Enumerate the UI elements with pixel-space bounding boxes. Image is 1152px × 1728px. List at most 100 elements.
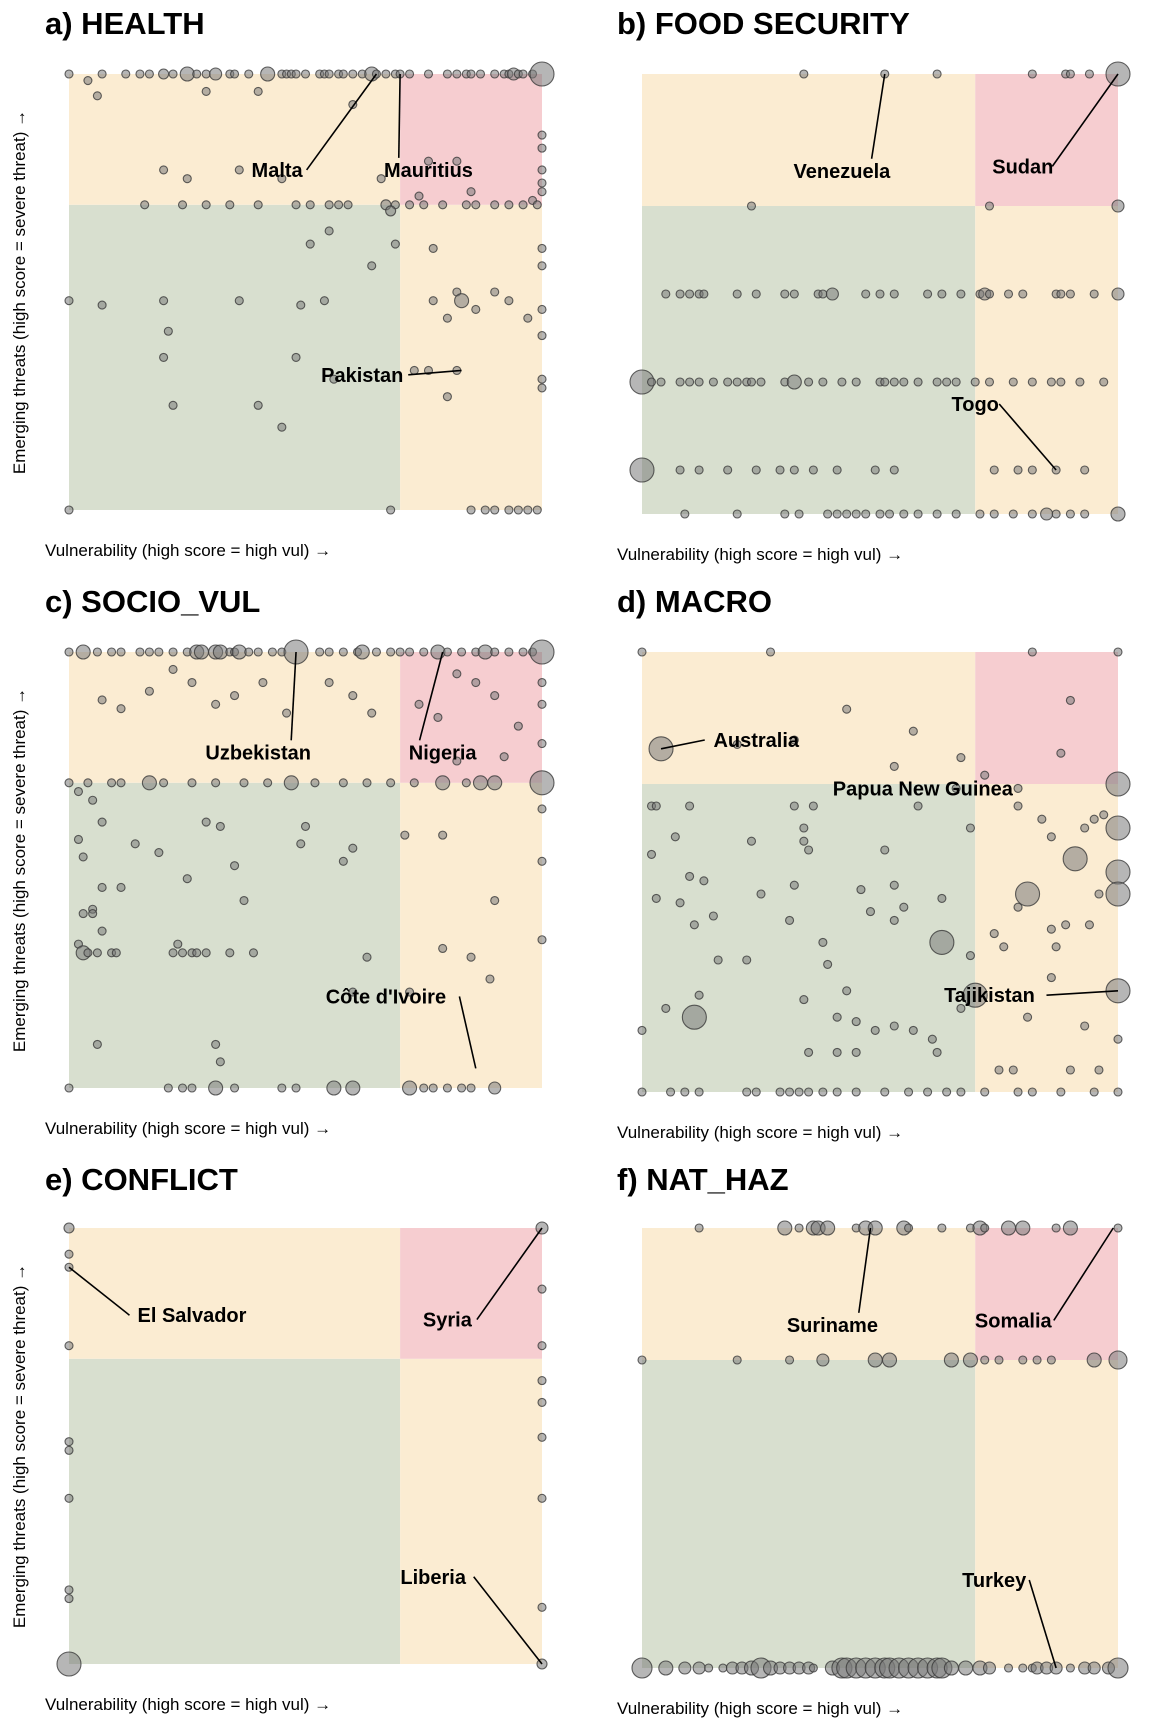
data-point [471, 304, 481, 314]
data-point [187, 1083, 197, 1093]
data-point [694, 1087, 704, 1097]
data-point [980, 1355, 990, 1365]
data-point [1008, 509, 1018, 519]
quadrant-medium-right [400, 204, 542, 511]
data-point [785, 915, 795, 925]
data-point [159, 296, 169, 306]
data-point [1108, 1350, 1128, 1370]
data-point [435, 775, 451, 791]
data-point [518, 200, 528, 210]
data-point [1018, 1663, 1028, 1673]
data-point [751, 289, 761, 299]
data-point [942, 1087, 952, 1097]
panel-title: c) SOCIO_VUL [45, 584, 260, 619]
data-point [804, 1087, 814, 1097]
data-point [1065, 1065, 1075, 1075]
data-point [433, 712, 443, 722]
data-point [73, 786, 84, 797]
data-point [780, 289, 790, 299]
data-point [537, 1376, 547, 1386]
data-point [789, 880, 799, 890]
data-point [675, 898, 685, 908]
data-point [943, 1352, 959, 1368]
data-point [253, 400, 263, 410]
data-point [97, 817, 107, 827]
data-point [97, 882, 107, 892]
data-point [234, 296, 244, 306]
data-point [253, 86, 263, 96]
data-point [225, 948, 235, 958]
annotation-label: Côte d'Ivoire [326, 986, 446, 1008]
data-point [529, 639, 555, 665]
data-point [870, 465, 880, 475]
data-point [201, 69, 211, 79]
quadrant-medium-right [975, 784, 1118, 1092]
data-point [537, 699, 547, 709]
data-point [666, 1087, 676, 1097]
data-point [732, 1355, 742, 1365]
data-point [808, 801, 818, 811]
data-point [1013, 902, 1023, 912]
data-point [786, 374, 802, 390]
data-point [794, 509, 804, 519]
panel-health: a) HEALTH Vulnerability (high score = hig… [10, 6, 555, 560]
data-point [177, 948, 188, 958]
data-point [685, 289, 695, 299]
annotation-leader [473, 1576, 543, 1665]
data-point [529, 61, 555, 87]
annotation-label: Venezuela [794, 161, 892, 183]
data-point [263, 778, 273, 788]
quadrant-low [642, 784, 976, 1092]
data-point [513, 505, 523, 515]
data-point [537, 261, 547, 271]
data-point [756, 889, 766, 899]
x-axis-label: Vulnerability (high score = high vul) → [45, 541, 331, 560]
data-point [1051, 942, 1061, 952]
data-point [1027, 377, 1037, 387]
data-point [751, 465, 761, 475]
data-point [324, 647, 334, 657]
data-point [144, 686, 154, 696]
data-point [780, 509, 790, 519]
data-point [1099, 377, 1109, 387]
data-point [75, 644, 91, 660]
data-point [452, 756, 462, 766]
data-point [376, 174, 386, 184]
data-point [537, 739, 547, 749]
quadrant-high [400, 652, 542, 783]
panel-socio: c) SOCIO_VUL Vulnerability (high score = … [10, 584, 555, 1138]
data-point [1008, 377, 1018, 387]
data-point [324, 677, 334, 688]
data-point [1003, 1663, 1014, 1673]
data-point [248, 948, 259, 958]
data-point [1094, 889, 1104, 899]
data-point [386, 505, 396, 515]
data-point [537, 1432, 547, 1442]
data-point [338, 778, 348, 788]
data-point [775, 1087, 785, 1097]
data-point [1105, 881, 1131, 907]
annotation-leader [290, 651, 297, 741]
panel-nathaz: f) NAT_HAZ Vulnerability (high score = hi… [617, 1162, 1129, 1718]
data-point [732, 377, 742, 387]
data-point [1046, 832, 1056, 842]
data-point [144, 647, 154, 657]
data-point [932, 377, 942, 387]
data-point [631, 1657, 653, 1679]
data-point [277, 1083, 287, 1093]
data-point [867, 1352, 883, 1368]
data-point [414, 699, 424, 709]
data-point [88, 909, 98, 919]
data-point [354, 644, 370, 660]
data-point [452, 669, 462, 679]
data-point [345, 1080, 361, 1096]
data-point [692, 1661, 706, 1675]
annotation-leader [1051, 73, 1119, 167]
data-point [937, 289, 947, 299]
data-point [756, 377, 766, 387]
data-point [291, 200, 301, 210]
data-point [97, 926, 107, 936]
data-point [537, 178, 547, 188]
data-point [1015, 881, 1041, 907]
data-point [438, 830, 448, 840]
